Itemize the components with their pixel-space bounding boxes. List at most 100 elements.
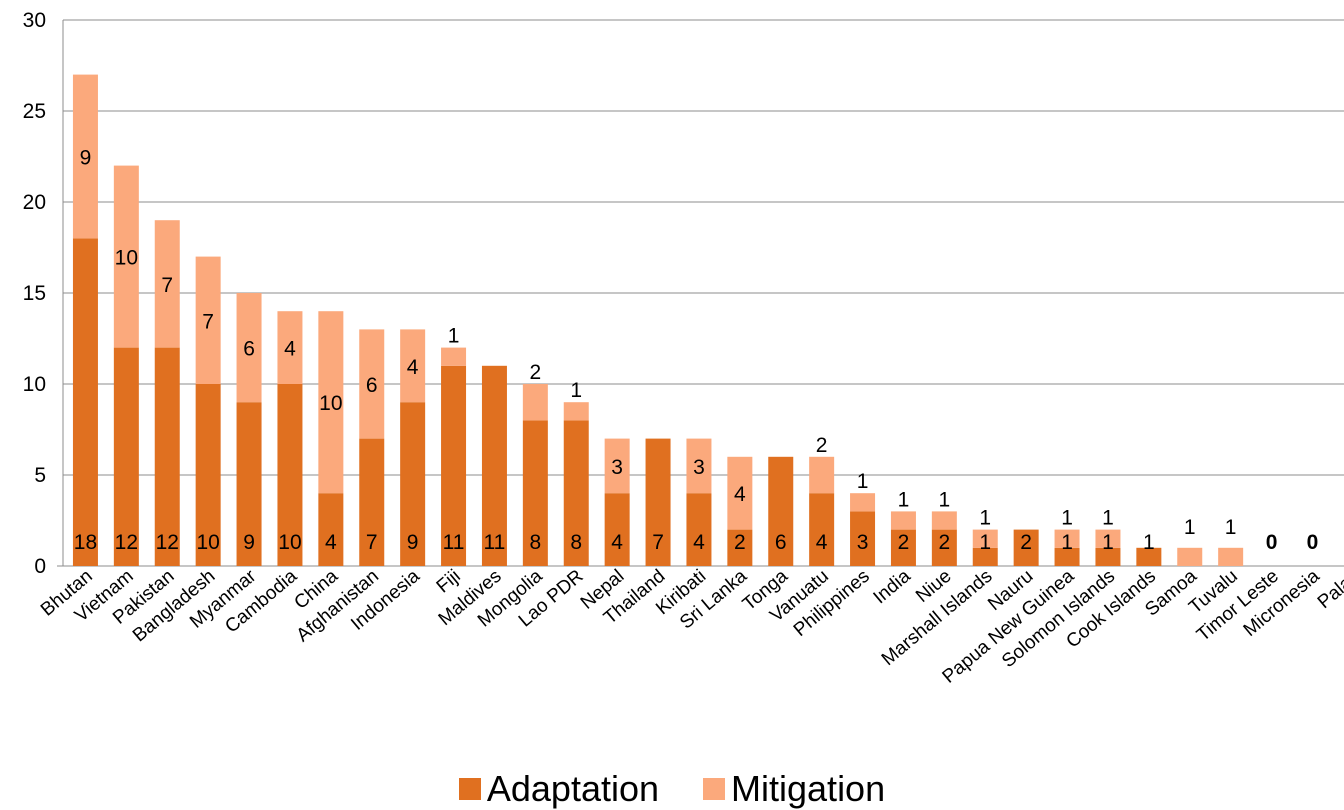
bar-mitigation xyxy=(686,438,712,494)
bar-adaptation xyxy=(604,493,630,566)
data-label-mitigation: 1 xyxy=(979,507,991,530)
data-label-adaptation: 12 xyxy=(115,531,138,554)
y-tick-label: 30 xyxy=(23,9,46,32)
bar-mitigation xyxy=(359,329,385,439)
bar-mitigation xyxy=(113,165,139,348)
data-label-adaptation: 4 xyxy=(325,531,337,554)
bar-adaptation xyxy=(1136,547,1162,566)
bar-mitigation xyxy=(195,256,221,384)
y-tick-label: 20 xyxy=(23,191,46,214)
bar-adaptation xyxy=(522,420,548,566)
data-label-adaptation: 4 xyxy=(816,531,828,554)
data-label-mitigation: 2 xyxy=(816,434,828,457)
stacked-bar-chart: 051015202530189Bhutan1210Vietnam127Pakis… xyxy=(23,9,1344,688)
data-label-adaptation: 18 xyxy=(74,531,97,554)
bar-mitigation xyxy=(727,456,753,530)
data-label-adaptation: 11 xyxy=(443,531,465,554)
x-tick-label: Palau xyxy=(1314,566,1344,613)
bar-adaptation xyxy=(1013,529,1039,566)
data-label-adaptation: 9 xyxy=(243,531,255,554)
bar-mitigation xyxy=(277,311,303,384)
data-label-mitigation: 1 xyxy=(898,488,910,511)
bar-adaptation xyxy=(441,365,467,566)
data-label-adaptation: 6 xyxy=(775,531,787,554)
bar-adaptation xyxy=(809,493,835,566)
bar-mitigation xyxy=(441,347,467,366)
legend-label-adaptation: Adaptation xyxy=(486,768,660,809)
data-label-mitigation: 4 xyxy=(734,483,746,506)
bar-adaptation xyxy=(154,347,180,566)
data-label-adaptation: 1 xyxy=(979,531,991,554)
bar-adaptation xyxy=(768,456,794,566)
data-label-mitigation: 1 xyxy=(448,325,460,348)
bar-adaptation xyxy=(400,402,426,566)
data-label-adaptation: 7 xyxy=(652,531,664,554)
y-tick-label: 15 xyxy=(23,282,46,305)
bar-adaptation xyxy=(972,547,998,566)
legend: Adaptation Mitigation xyxy=(0,768,1344,810)
bar-adaptation xyxy=(72,238,98,566)
bar-adaptation xyxy=(645,438,671,566)
data-label-adaptation: 11 xyxy=(484,531,506,554)
bar-adaptation xyxy=(318,493,344,566)
data-label-mitigation: 1 xyxy=(570,379,582,402)
legend-swatch-mitigation xyxy=(703,778,726,800)
bar-mitigation xyxy=(522,384,548,421)
data-label-mitigation: 1 xyxy=(1061,507,1073,530)
bar-mitigation xyxy=(72,74,98,239)
bar-adaptation xyxy=(727,529,753,566)
legend-item-adaptation: Adaptation xyxy=(458,768,660,810)
bar-adaptation xyxy=(890,529,916,566)
data-label-mitigation: 4 xyxy=(284,338,296,361)
y-tick-label: 5 xyxy=(34,464,46,487)
y-tick-label: 10 xyxy=(23,373,46,396)
data-label-mitigation: 6 xyxy=(366,374,378,397)
bar-mitigation xyxy=(890,511,916,530)
data-label-mitigation: 0 xyxy=(1307,531,1319,554)
bar-mitigation xyxy=(1177,547,1203,566)
data-label-mitigation: 1 xyxy=(1102,507,1114,530)
data-label-mitigation: 1 xyxy=(1184,516,1196,539)
data-label-adaptation: 9 xyxy=(407,531,419,554)
data-label-mitigation: 10 xyxy=(115,247,138,270)
bar-mitigation xyxy=(809,456,835,494)
bar-mitigation xyxy=(154,220,180,348)
data-label-adaptation: 1 xyxy=(1061,531,1073,554)
bar-mitigation xyxy=(850,493,876,512)
bar-mitigation xyxy=(563,402,589,421)
data-label-mitigation: 1 xyxy=(857,470,869,493)
data-label-adaptation: 4 xyxy=(611,531,623,554)
data-label-mitigation: 4 xyxy=(407,356,419,379)
bar-adaptation xyxy=(277,384,303,566)
data-label-adaptation: 1 xyxy=(1102,531,1114,554)
bar-adaptation xyxy=(236,402,262,566)
bar-mitigation xyxy=(400,329,426,403)
bar-mitigation xyxy=(972,529,998,548)
data-label-adaptation: 10 xyxy=(278,531,301,554)
data-label-mitigation: 7 xyxy=(161,274,173,297)
data-label-mitigation: 10 xyxy=(319,392,342,415)
data-label-mitigation: 7 xyxy=(202,310,214,333)
data-label-adaptation: 2 xyxy=(898,531,910,554)
bar-adaptation xyxy=(563,420,589,566)
data-label-adaptation: 2 xyxy=(939,531,951,554)
data-label-adaptation: 8 xyxy=(530,531,542,554)
bar-adaptation xyxy=(686,493,712,566)
data-label-adaptation: 3 xyxy=(857,531,869,554)
bar-adaptation xyxy=(1054,547,1080,566)
data-label-mitigation: 0 xyxy=(1266,531,1278,554)
data-label-adaptation: 7 xyxy=(366,531,378,554)
data-label-mitigation: 2 xyxy=(530,361,542,384)
data-label-adaptation: 10 xyxy=(196,531,219,554)
data-label-mitigation: 1 xyxy=(1225,516,1237,539)
data-label-mitigation: 1 xyxy=(1143,531,1155,554)
bar-mitigation xyxy=(318,311,344,494)
data-label-mitigation: 3 xyxy=(611,456,623,479)
data-label-adaptation: 12 xyxy=(156,531,179,554)
bar-adaptation xyxy=(113,347,139,566)
bar-adaptation xyxy=(1095,547,1121,566)
data-label-adaptation: 8 xyxy=(570,531,582,554)
bar-mitigation xyxy=(236,293,262,403)
bar-adaptation xyxy=(931,529,957,566)
